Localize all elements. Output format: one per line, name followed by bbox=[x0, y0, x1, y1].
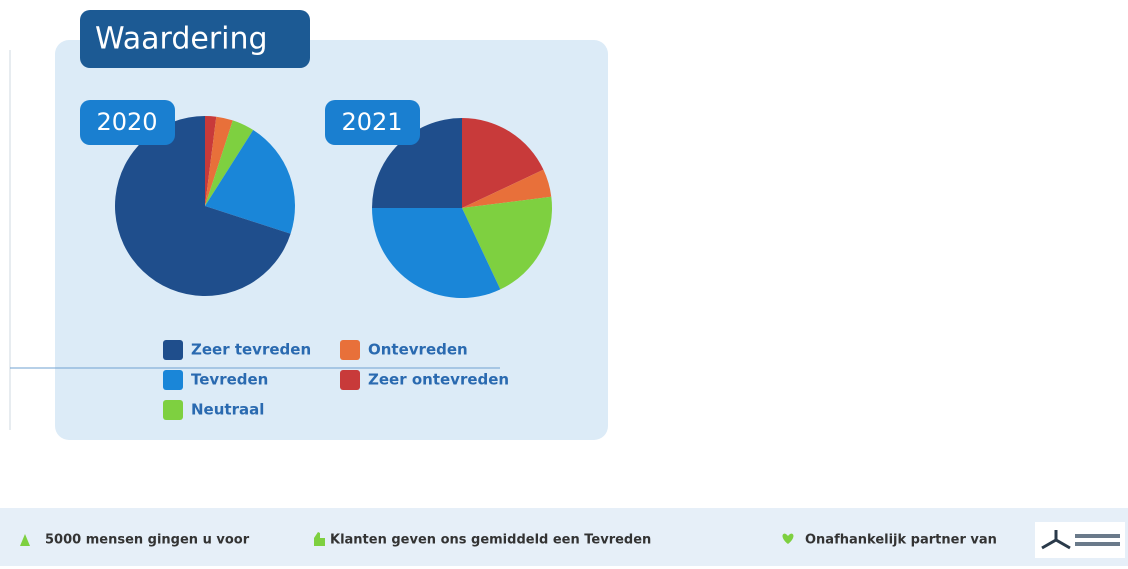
legend-swatch bbox=[340, 370, 360, 390]
heart-icon bbox=[782, 533, 794, 544]
title-box bbox=[80, 10, 310, 68]
legend-label: Ontevreden bbox=[368, 341, 468, 359]
legend-label: Zeer ontevreden bbox=[368, 371, 509, 389]
year-box bbox=[80, 100, 175, 145]
pie-slice bbox=[205, 130, 295, 234]
thumb-icon bbox=[305, 532, 325, 546]
footer-text: 5000 mensen gingen u voor bbox=[45, 533, 250, 548]
logo-text bbox=[1075, 542, 1120, 546]
logo-mark bbox=[1041, 530, 1071, 550]
legend-swatch bbox=[340, 340, 360, 360]
footer-text: Onafhankelijk partner van bbox=[805, 533, 997, 548]
footer-band bbox=[0, 508, 1128, 566]
year-label: 2020 bbox=[96, 108, 157, 136]
legend-swatch bbox=[163, 370, 183, 390]
legend-label: Zeer tevreden bbox=[191, 341, 311, 359]
logo-box bbox=[1035, 522, 1125, 558]
pie-slice bbox=[462, 169, 552, 208]
legend-swatch bbox=[163, 400, 183, 420]
legend-label: Tevreden bbox=[191, 371, 268, 389]
person-icon bbox=[20, 534, 30, 546]
pie-slice bbox=[205, 116, 217, 206]
chart-title: Waardering bbox=[95, 22, 268, 57]
pie-slice bbox=[205, 120, 254, 206]
pie-slice bbox=[115, 116, 291, 296]
pie-slice bbox=[462, 118, 544, 208]
logo-text bbox=[1075, 534, 1120, 538]
year-box bbox=[325, 100, 420, 145]
footer-text: Klanten geven ons gemiddeld een Tevreden bbox=[330, 533, 651, 548]
legend-label: Neutraal bbox=[191, 401, 264, 419]
pie-slice bbox=[462, 196, 553, 290]
pie-slice bbox=[372, 208, 501, 299]
pie-slice bbox=[372, 118, 462, 208]
year-label: 2021 bbox=[341, 108, 402, 136]
legend-swatch bbox=[163, 340, 183, 360]
pie-slice bbox=[205, 116, 233, 206]
